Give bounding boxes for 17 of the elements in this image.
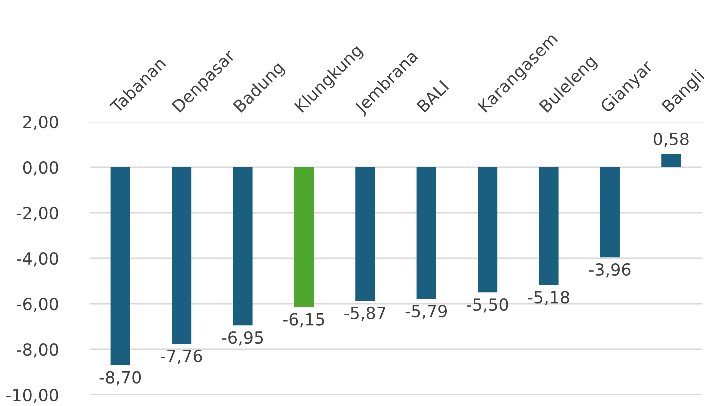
data-label: -5,87 — [344, 306, 386, 322]
data-label: -3,96 — [589, 263, 631, 278]
y-tick-label: -6,00 — [17, 298, 58, 312]
data-label: -6,15 — [283, 313, 324, 328]
y-tick-label: 2,00 — [24, 116, 58, 130]
y-tick-label: -4,00 — [17, 252, 58, 267]
data-label: -7,76 — [161, 350, 202, 364]
data-label: -6,95 — [222, 331, 264, 346]
y-tick-label: -10,00 — [6, 388, 58, 404]
data-label: 0,58 — [654, 132, 689, 148]
y-tick-label: -8,00 — [17, 343, 58, 358]
data-label: -5,79 — [406, 305, 447, 320]
y-tick-label: 0,00 — [23, 161, 58, 176]
y-tick-label: -2,00 — [17, 206, 58, 222]
data-label: -5,18 — [528, 291, 570, 306]
data-label: -5,50 — [467, 298, 508, 313]
data-label: -8,70 — [100, 371, 142, 386]
